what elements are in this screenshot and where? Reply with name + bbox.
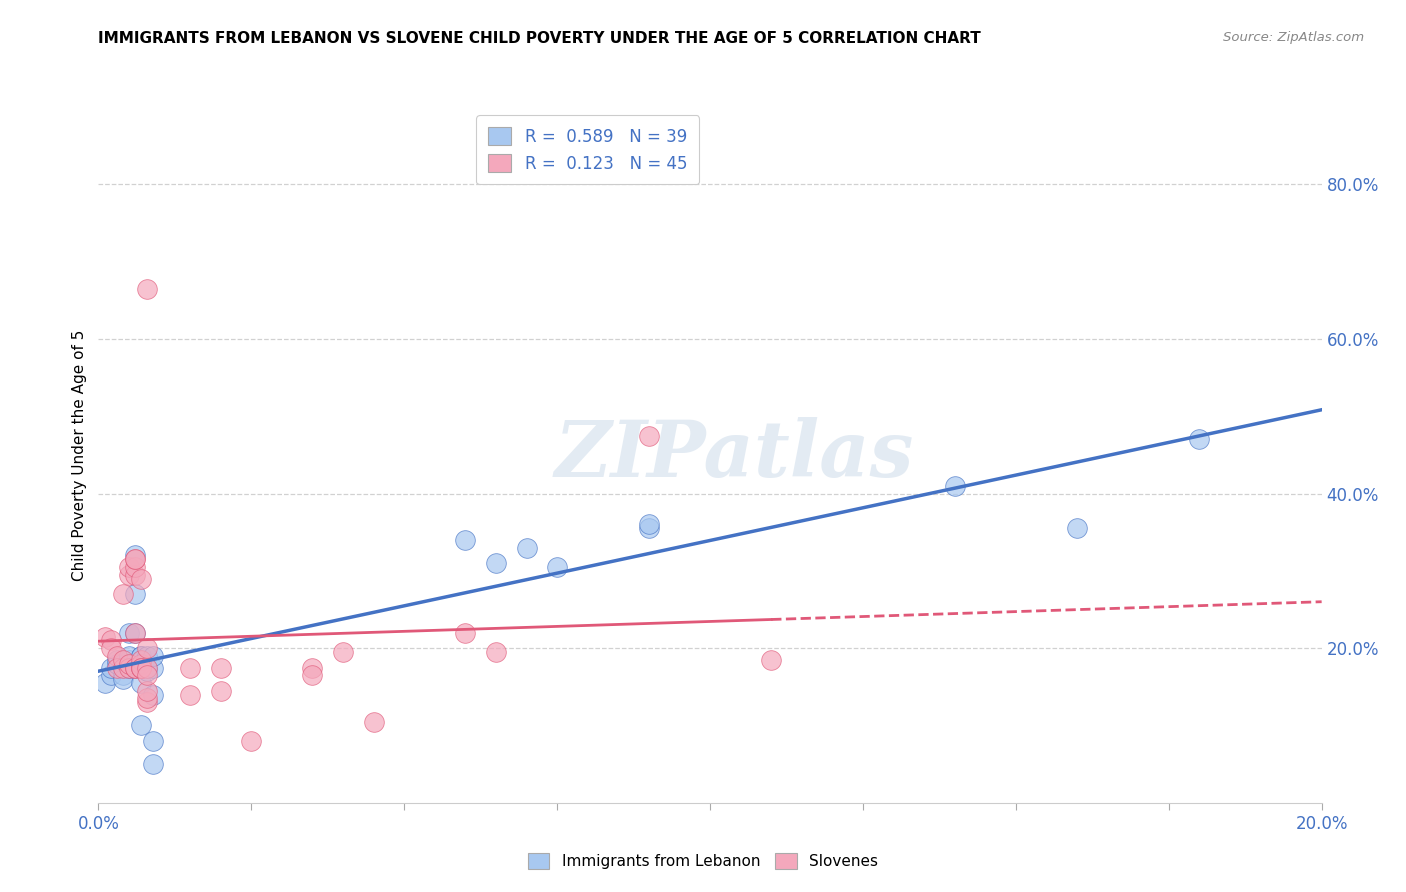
Point <box>124 625 146 640</box>
Point <box>111 668 134 682</box>
Point <box>240 734 263 748</box>
Point <box>142 757 165 772</box>
Point <box>136 282 159 296</box>
Point <box>118 648 141 663</box>
Point <box>943 479 966 493</box>
Point <box>124 567 146 582</box>
Point <box>129 660 152 674</box>
Point <box>136 641 159 656</box>
Point <box>100 660 122 674</box>
Point <box>111 660 134 674</box>
Point <box>100 668 122 682</box>
Point <box>129 648 152 663</box>
Point <box>118 567 141 582</box>
Point <box>93 676 115 690</box>
Point <box>637 517 661 532</box>
Text: IMMIGRANTS FROM LEBANON VS SLOVENE CHILD POVERTY UNDER THE AGE OF 5 CORRELATION : IMMIGRANTS FROM LEBANON VS SLOVENE CHILD… <box>98 31 981 46</box>
Point <box>100 633 122 648</box>
Point <box>129 660 152 674</box>
Point <box>301 668 323 682</box>
Point <box>118 657 141 671</box>
Point <box>142 648 165 663</box>
Point <box>118 625 141 640</box>
Legend: Immigrants from Lebanon, Slovenes: Immigrants from Lebanon, Slovenes <box>522 847 884 875</box>
Point <box>363 714 385 729</box>
Point <box>142 688 165 702</box>
Point <box>1066 521 1088 535</box>
Point <box>136 648 159 663</box>
Point <box>129 718 152 732</box>
Point <box>485 556 508 570</box>
Point <box>111 660 134 674</box>
Point <box>637 428 661 442</box>
Point <box>129 653 152 667</box>
Point <box>129 572 152 586</box>
Text: Source: ZipAtlas.com: Source: ZipAtlas.com <box>1223 31 1364 45</box>
Point <box>759 653 782 667</box>
Point <box>136 660 159 674</box>
Point <box>209 683 232 698</box>
Point <box>124 660 146 674</box>
Point <box>485 645 508 659</box>
Point <box>124 552 146 566</box>
Point <box>105 657 128 671</box>
Point <box>118 560 141 574</box>
Point <box>136 668 159 682</box>
Point <box>136 660 159 674</box>
Point <box>124 660 146 674</box>
Point <box>142 734 165 748</box>
Point <box>301 660 323 674</box>
Point <box>111 653 134 667</box>
Point <box>124 660 146 674</box>
Point <box>546 560 568 574</box>
Point <box>136 695 159 709</box>
Point <box>105 660 128 674</box>
Point <box>93 630 115 644</box>
Point <box>332 645 354 659</box>
Point <box>105 648 128 663</box>
Point <box>454 533 477 547</box>
Text: ZIPatlas: ZIPatlas <box>555 417 914 493</box>
Point <box>142 660 165 674</box>
Point <box>1188 433 1211 447</box>
Point <box>129 660 152 674</box>
Point <box>129 676 152 690</box>
Legend: R =  0.589   N = 39, R =  0.123   N = 45: R = 0.589 N = 39, R = 0.123 N = 45 <box>477 115 699 185</box>
Point <box>136 683 159 698</box>
Y-axis label: Child Poverty Under the Age of 5: Child Poverty Under the Age of 5 <box>72 329 87 581</box>
Point <box>179 688 201 702</box>
Point <box>209 660 232 674</box>
Point <box>118 657 141 671</box>
Point <box>129 657 152 671</box>
Point <box>136 665 159 679</box>
Point <box>124 560 146 574</box>
Point <box>516 541 538 555</box>
Point <box>454 625 477 640</box>
Point <box>637 521 661 535</box>
Point <box>124 625 146 640</box>
Point <box>105 653 128 667</box>
Point <box>118 660 141 674</box>
Point <box>179 660 201 674</box>
Point <box>124 552 146 566</box>
Point <box>111 672 134 686</box>
Point <box>124 549 146 563</box>
Point <box>118 660 141 674</box>
Point <box>100 641 122 656</box>
Point <box>129 648 152 663</box>
Point <box>124 587 146 601</box>
Point <box>118 653 141 667</box>
Point <box>129 660 152 674</box>
Point <box>111 587 134 601</box>
Point <box>136 691 159 706</box>
